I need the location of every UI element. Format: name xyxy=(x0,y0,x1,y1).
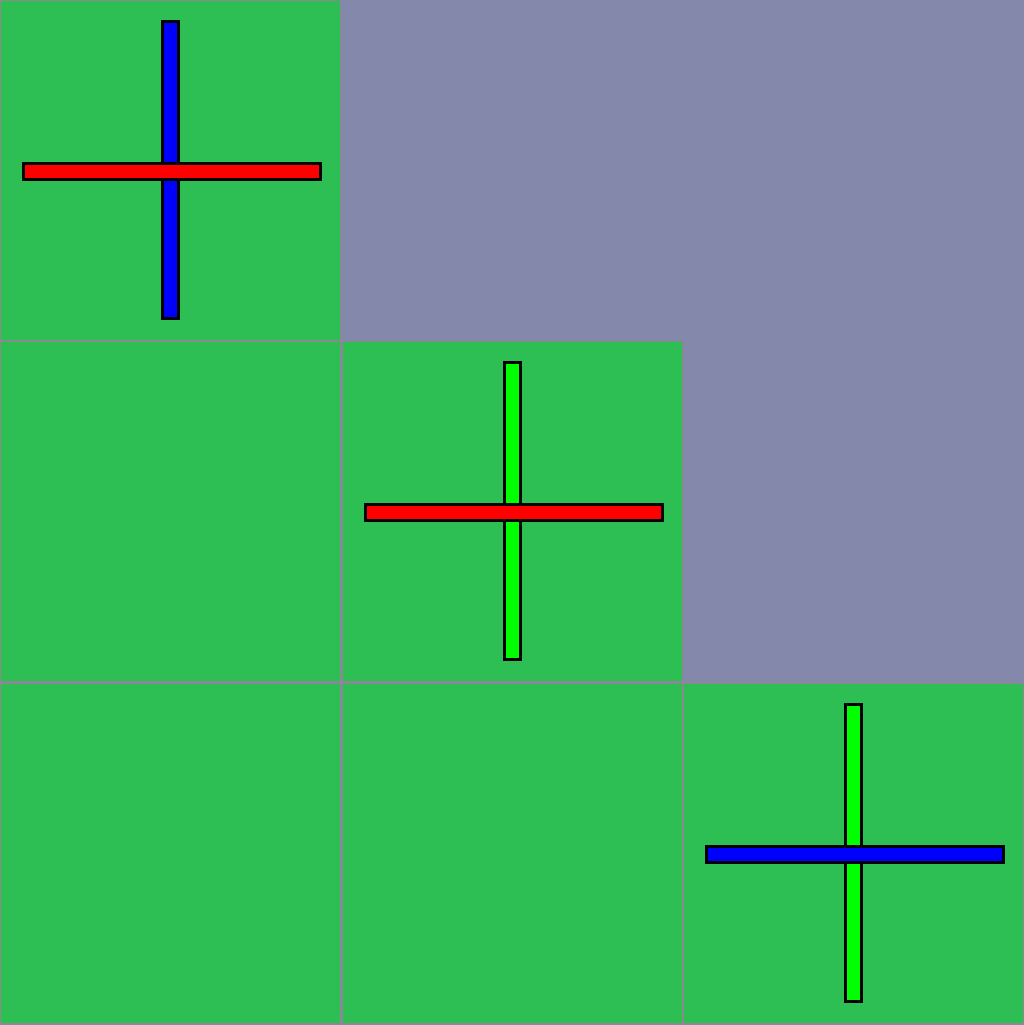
cross-horizontal-bar xyxy=(22,162,322,181)
board-cell-r1-c1[interactable] xyxy=(342,341,683,682)
board-cell-r2-c2[interactable] xyxy=(683,683,1024,1024)
cross-horizontal-bar xyxy=(705,845,1005,864)
board-cell-r2-c1[interactable] xyxy=(342,683,683,1024)
board-cell-r0-c1[interactable] xyxy=(342,0,683,341)
board-cell-r1-c0[interactable] xyxy=(0,341,341,682)
board-cell-r0-c2[interactable] xyxy=(683,0,1024,341)
board-cell-r2-c0[interactable] xyxy=(0,683,341,1024)
board-cell-r0-c0[interactable] xyxy=(0,0,341,341)
cross-horizontal-bar xyxy=(364,503,664,522)
board-cell-r1-c2[interactable] xyxy=(683,341,1024,682)
